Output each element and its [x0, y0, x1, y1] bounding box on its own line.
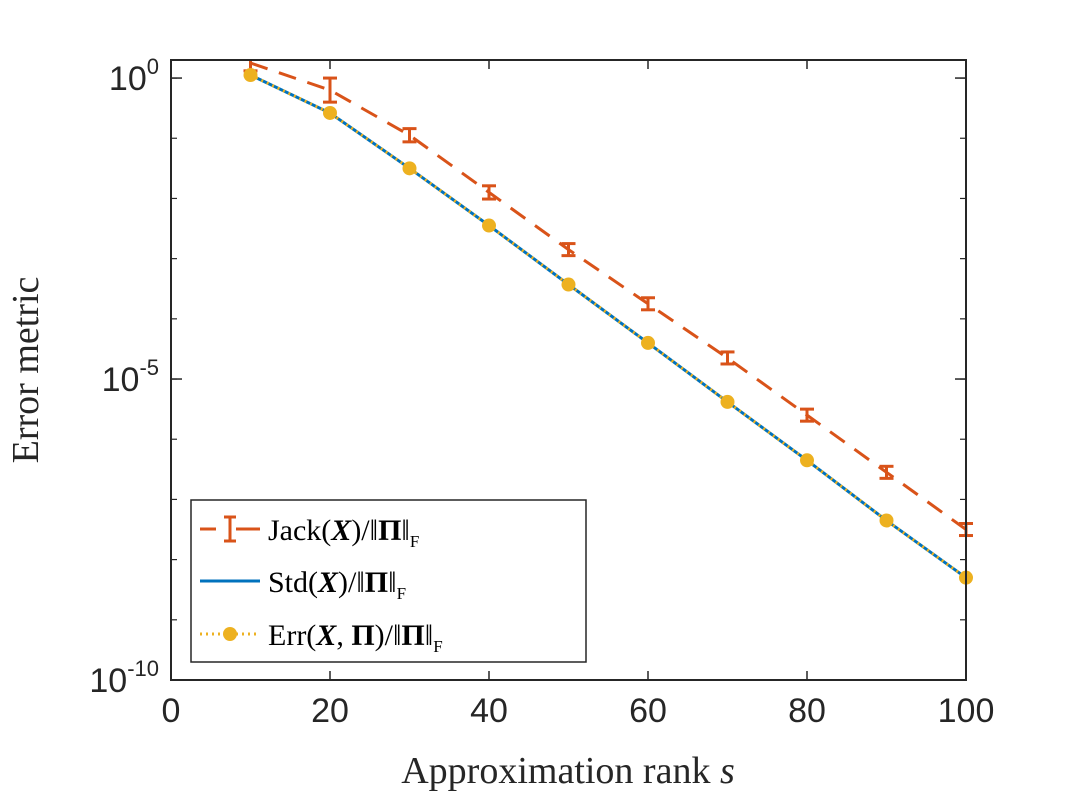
series-layer: [243, 60, 973, 585]
data-point-err: [482, 218, 496, 233]
x-axis-title-text: Approximation rank: [401, 750, 710, 792]
x-tick-label: 40: [470, 692, 508, 730]
plot-box: [170, 59, 967, 681]
tick-labels: 0 20 40 60 80 100 100 10-5 10-10: [89, 54, 994, 730]
data-point-err: [402, 161, 417, 176]
x-tick-label: 20: [311, 692, 349, 730]
x-tick-label: 60: [629, 692, 667, 730]
legend: Jack(X)/‖Π‖F Std(X)/‖Π‖F Err(X, Π)/‖Π‖F: [190, 499, 587, 663]
y-tick-label: 10-5: [102, 355, 159, 399]
x-tick-label: 80: [788, 692, 826, 730]
legend-entry-jack: Jack(X)/‖Π‖F: [200, 514, 419, 551]
x-tick-label: 0: [162, 692, 181, 730]
legend-label-err: Err(X, Π)/‖Π‖F: [268, 619, 443, 656]
error-bar-jack: [402, 127, 417, 144]
error-bar-jack: [641, 296, 655, 312]
data-point-err: [720, 394, 735, 409]
error-bar-jack: [879, 464, 894, 480]
data-point-err: [800, 453, 814, 468]
data-point-err: [561, 277, 576, 292]
x-tick-label: 100: [938, 692, 995, 730]
series-line-std: [249, 73, 967, 579]
x-axis-title: Approximation rank s: [401, 750, 735, 792]
legend-label-std: Std(X)/‖Π‖F: [268, 566, 406, 603]
error-bar-jack: [561, 242, 576, 258]
data-point-err: [879, 513, 894, 528]
series-line-jack: [250, 61, 967, 531]
x-axis-title-var: s: [720, 750, 735, 792]
y-axis-title: Error metric: [5, 277, 47, 464]
legend-entry-err: Err(X, Π)/‖Π‖F: [200, 619, 443, 656]
legend-label-jack: Jack(X)/‖Π‖F: [268, 514, 419, 551]
legend-swatch-err-marker: [223, 627, 237, 641]
error-bar-jack: [720, 350, 735, 366]
y-tick-label: 100: [109, 54, 159, 98]
data-point-err: [323, 105, 337, 120]
legend-swatch-jack: [200, 515, 260, 543]
data-point-err: [641, 335, 655, 350]
series-1: [249, 73, 967, 579]
y-tick-label: 10-10: [89, 656, 159, 700]
legend-entry-std: Std(X)/‖Π‖F: [200, 566, 406, 603]
data-point-err: [243, 68, 258, 83]
error-bar-jack: [482, 184, 496, 201]
error-bar-jack: [323, 76, 337, 104]
series-2: [243, 68, 973, 585]
error-bar-jack: [800, 407, 814, 423]
